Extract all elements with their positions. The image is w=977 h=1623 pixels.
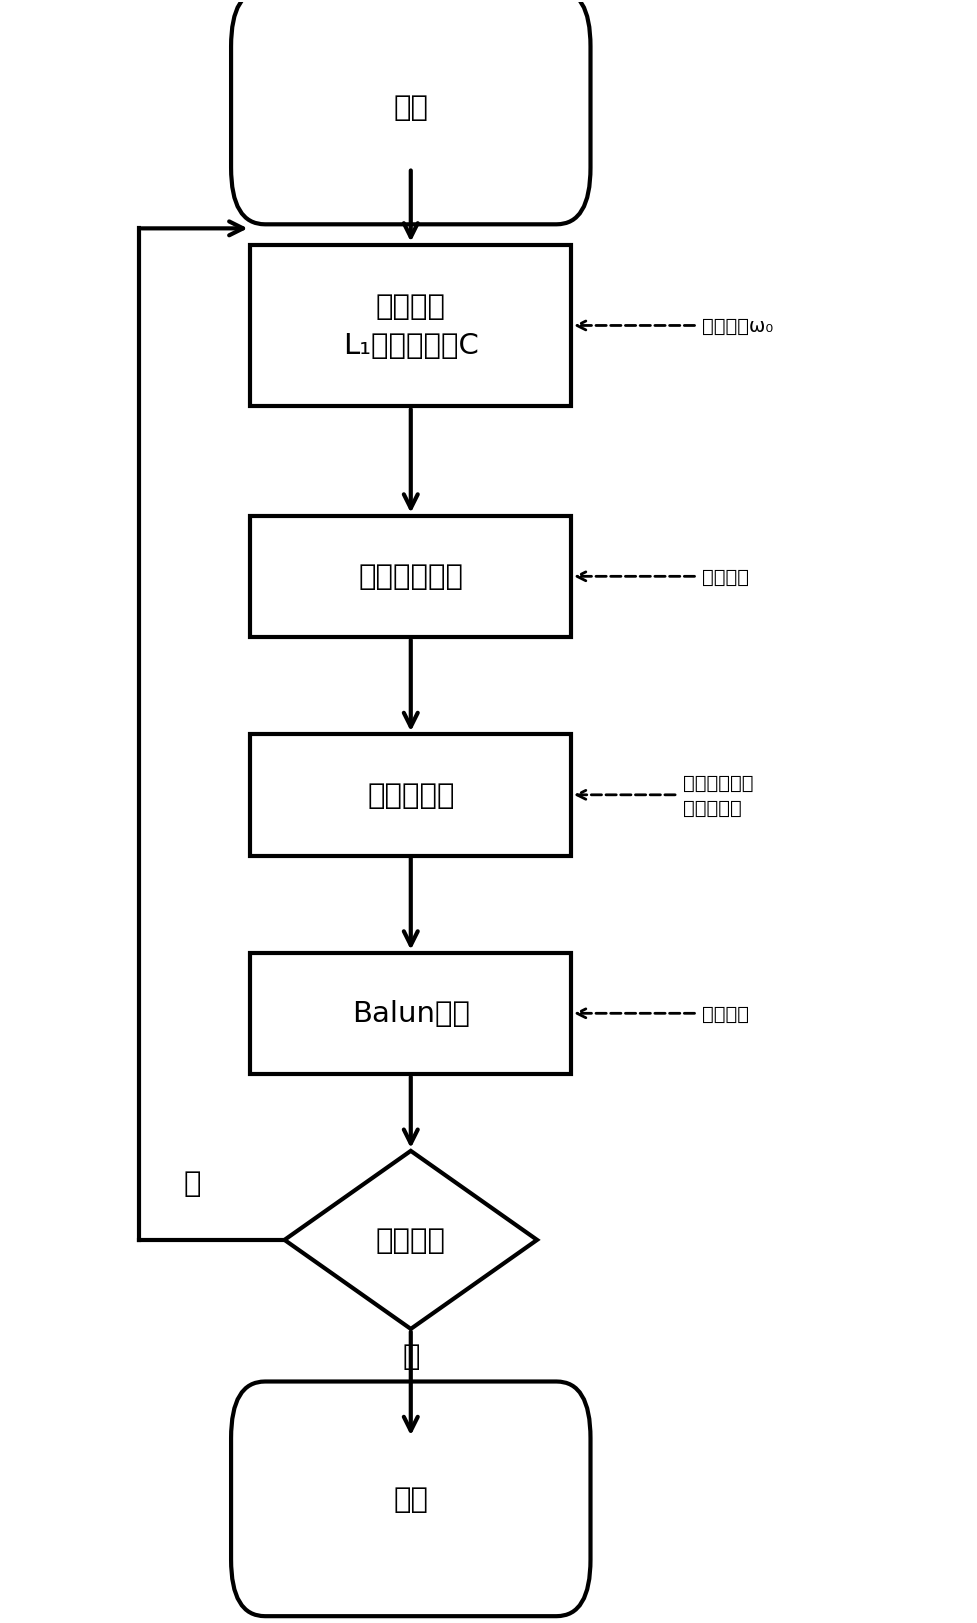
Text: 是: 是 [402,1342,419,1370]
Text: 基波频率ω₀: 基波频率ω₀ [702,316,774,336]
Text: 否: 否 [184,1170,201,1198]
Bar [250,953,572,1074]
Bar [250,516,572,638]
Bar [250,245,572,407]
Text: 传输线尺寸: 传输线尺寸 [367,781,454,810]
Text: 寄生电容: 寄生电容 [702,568,749,586]
FancyBboxPatch shape [232,1381,590,1617]
Text: 开始: 开始 [394,94,428,122]
Text: 三次谐波提取
和输出摆幅: 三次谐波提取 和输出摆幅 [683,773,753,818]
Text: 结束: 结束 [394,1485,428,1513]
Bar [250,735,572,855]
Text: Balun尺寸: Balun尺寸 [352,1000,470,1027]
Polygon shape [284,1151,537,1329]
Text: 确定电感
L₁和寄生电容C: 确定电感 L₁和寄生电容C [343,292,479,360]
Text: 输出摆幅: 输出摆幅 [702,1005,749,1022]
Text: 有源器件尺寸: 有源器件尺寸 [359,563,463,591]
FancyBboxPatch shape [232,0,590,226]
Text: 是否最优: 是否最优 [376,1225,446,1255]
